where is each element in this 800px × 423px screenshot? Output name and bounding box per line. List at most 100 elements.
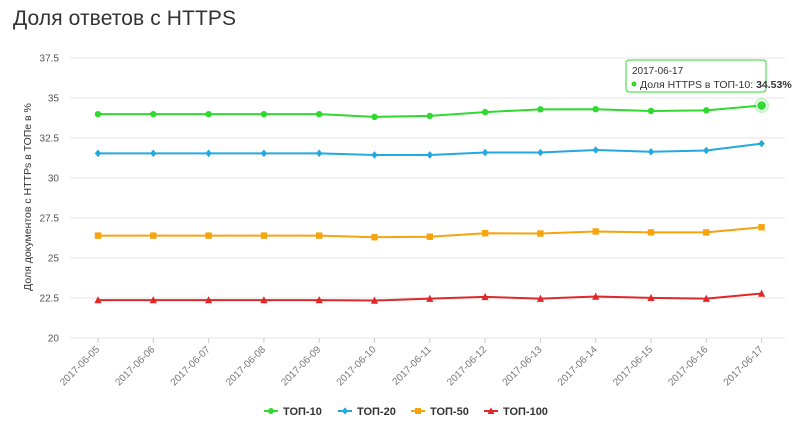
y-tick-label: 27.5 [40,214,60,225]
data-point[interactable] [150,232,157,239]
data-point[interactable] [592,106,599,113]
y-tick-label: 22.5 [40,294,60,305]
series-layer [94,98,770,304]
data-point[interactable] [260,296,268,304]
data-point[interactable] [592,228,599,235]
data-point[interactable] [150,110,157,118]
x-tick-label: 2017-06-07 [169,344,213,388]
y-tick-label: 20 [48,334,60,345]
data-point[interactable] [260,110,268,118]
data-point[interactable] [205,110,212,118]
tooltip-box [625,59,767,93]
data-point[interactable] [647,229,655,236]
data-point[interactable] [592,292,600,300]
legend-marker [487,407,495,414]
y-tick-label: 35 [48,94,60,105]
series-ТОП-50[interactable] [94,224,765,241]
legend-label: ТОП-100 [503,406,548,418]
data-point[interactable] [94,110,102,118]
legend-marker [268,408,274,414]
legend-label: ТОП-10 [283,406,322,418]
x-tick-label: 2017-06-05 [58,344,102,388]
data-point[interactable] [537,148,544,157]
data-point[interactable] [371,151,378,159]
data-point[interactable] [94,296,102,304]
page-title: Доля ответов с HTTPS [13,7,237,30]
x-tick-label: 2017-06-14 [556,344,600,388]
data-point[interactable] [316,232,323,239]
x-tick-label: 2017-06-09 [279,344,323,388]
grid-lines [70,57,785,339]
data-point[interactable] [481,292,489,301]
x-tick-label: 2017-06-15 [611,344,655,388]
data-point[interactable] [592,146,599,154]
x-axis-ticks: 2017-06-05 2017-06-06 2017-06-07 2017-06-08… [58,338,766,388]
series-ТОП-100[interactable] [94,289,766,304]
data-point[interactable] [260,232,268,239]
y-tick-label: 37.5 [40,54,60,65]
data-point[interactable] [94,149,102,158]
data-point[interactable] [150,149,157,158]
data-point[interactable] [426,233,433,240]
data-point[interactable] [647,293,655,302]
data-point[interactable] [703,146,710,155]
data-point[interactable] [426,294,434,302]
legend-item-ТОП-20[interactable]: ТОП-20 [338,406,396,418]
data-point[interactable] [426,112,433,120]
tooltip-label: Доля HTTPS в ТОП-10: [640,79,756,91]
y-axis-title: Доля документов с HTTPs в ТОПе в % [22,103,34,291]
data-point[interactable] [481,108,489,116]
legend-item-ТОП-100[interactable]: ТОП-100 [484,406,548,418]
data-point[interactable] [205,296,213,304]
data-point[interactable] [537,230,544,237]
legend-label: ТОП-20 [357,406,396,418]
x-tick-label: 2017-06-16 [666,344,710,388]
x-tick-label: 2017-06-17 [722,344,766,388]
data-point[interactable] [758,139,765,148]
tooltip-value: 34.53% [756,79,792,91]
data-point[interactable] [481,148,489,157]
x-tick-label: 2017-06-11 [390,344,434,388]
data-point[interactable] [371,234,378,241]
x-tick-label: 2017-06-10 [335,344,379,388]
data-point[interactable] [703,229,710,236]
x-tick-label: 2017-06-12 [445,344,489,388]
legend-item-ТОП-10[interactable]: ТОП-10 [264,406,322,418]
data-point[interactable] [536,294,544,302]
x-tick-label: 2017-06-06 [113,344,157,388]
tooltip-date: 2017-06-17 [632,66,684,77]
data-point[interactable] [260,149,268,158]
data-point[interactable] [426,151,433,159]
data-point[interactable] [149,296,157,304]
data-point[interactable] [371,113,378,121]
y-axis-ticks: 20 22.5 25 27.5 30 32.5 35 37.5 [40,54,60,345]
data-point[interactable] [316,110,323,118]
data-point[interactable] [205,232,212,239]
tooltip-marker [631,81,637,87]
x-tick-label: 2017-06-08 [224,344,268,388]
data-point[interactable] [315,296,323,304]
data-point[interactable] [537,106,544,113]
data-point[interactable] [205,149,212,158]
data-point[interactable] [702,294,710,302]
y-tick-label: 30 [48,174,60,185]
legend: ТОП-10 ТОП-20 ТОП-50 ТОП-100 [264,406,548,418]
data-point[interactable] [370,296,379,304]
tooltip-text: Доля HTTPS в ТОП-10: 34.53% [640,79,792,91]
legend-item-ТОП-50[interactable]: ТОП-50 [411,406,469,418]
data-point[interactable] [647,107,655,115]
data-point[interactable] [94,232,102,239]
data-point[interactable] [758,224,765,231]
data-point[interactable] [758,289,766,297]
data-point[interactable] [316,149,323,158]
data-point[interactable] [703,107,710,114]
series-ТОП-20[interactable] [94,139,765,159]
series-ТОП-10[interactable] [94,102,765,121]
data-point[interactable] [647,147,655,156]
legend-marker [342,407,348,415]
legend-label: ТОП-50 [430,406,469,418]
x-tick-label: 2017-06-13 [501,344,545,388]
hover-point[interactable] [756,100,767,111]
data-point[interactable] [481,230,489,237]
